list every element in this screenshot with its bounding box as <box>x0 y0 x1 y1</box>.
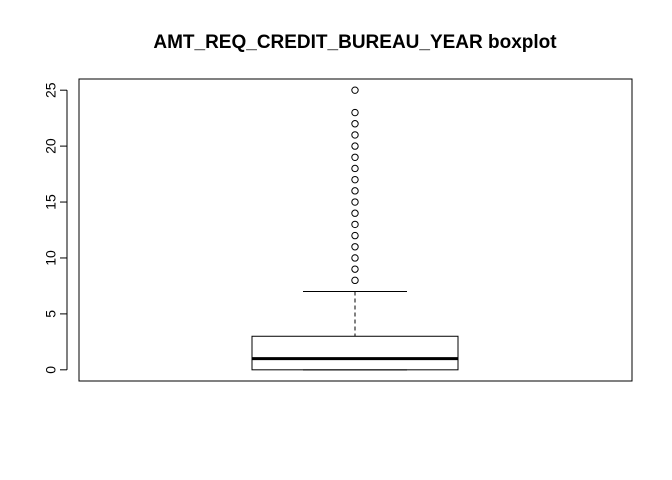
y-axis: 0 5 10 15 20 25 <box>43 82 68 374</box>
box-plot <box>251 291 459 371</box>
outlier-point <box>351 164 359 173</box>
outlier-point <box>351 153 359 161</box>
y-tick-label: 20 <box>43 138 59 154</box>
outlier-points <box>351 86 359 285</box>
outlier-point <box>351 120 359 128</box>
outlier-point <box>351 187 359 195</box>
outlier-point <box>351 198 359 206</box>
y-tick-label: 10 <box>43 250 59 266</box>
outlier-point <box>351 220 359 229</box>
outlier-point <box>351 142 359 150</box>
outlier-point <box>351 86 359 94</box>
outlier-point <box>351 231 359 240</box>
outlier-point <box>351 131 359 139</box>
outlier-point <box>351 175 359 184</box>
outlier-point <box>351 243 359 251</box>
outlier-point <box>351 276 359 285</box>
outlier-point <box>351 209 359 217</box>
chart-title: AMT_REQ_CREDIT_BUREAU_YEAR boxplot <box>153 32 557 53</box>
outlier-point <box>351 254 359 262</box>
outlier-point <box>351 265 359 273</box>
plot-frame <box>78 78 633 382</box>
y-tick-label: 5 <box>43 310 59 318</box>
y-tick-label: 0 <box>43 366 59 374</box>
interquartile-box <box>251 335 459 371</box>
y-tick-label: 15 <box>43 194 59 210</box>
outlier-point <box>351 108 359 117</box>
y-tick-label: 25 <box>43 82 59 98</box>
